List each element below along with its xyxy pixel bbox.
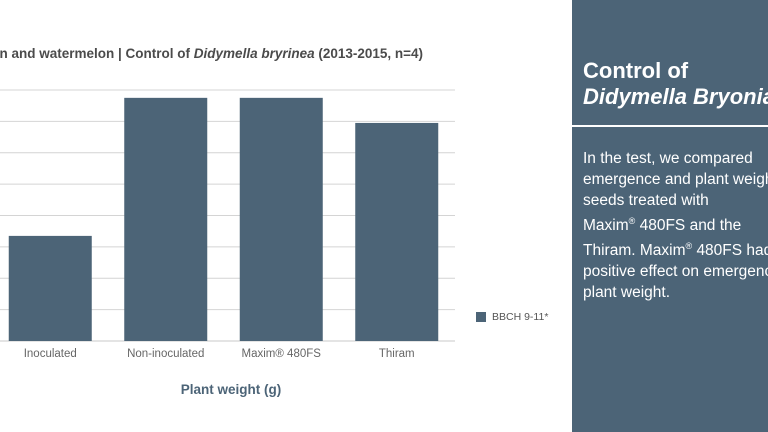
bar-inoculated	[8, 235, 92, 341]
x-axis-label: Plant weight (g)	[180, 382, 282, 397]
body-line: emergence and plant weight of	[583, 171, 768, 188]
bar-thiram	[355, 122, 439, 341]
side-panel: Control of Didymella Bryonia In the test…	[572, 0, 768, 432]
side-title-line1: Control of	[583, 58, 689, 83]
side-panel-title: Control of Didymella Bryonia	[583, 58, 768, 110]
legend: BBCH 9-11*	[476, 310, 548, 324]
legend-swatch	[476, 312, 486, 322]
body-line: Maxim® 480FS and the	[583, 216, 742, 235]
x-tick-label: Thiram	[379, 348, 415, 360]
body-line: Thiram. Maxim® 480FS had a	[583, 241, 768, 260]
title-species: Didymella bryrinea	[193, 46, 315, 61]
chart-title: elon and watermelon | Control of Didymel…	[0, 46, 572, 66]
bar-chart: Inoculated Non-inoculated Maxim® 480FS Thir…	[0, 89, 455, 360]
side-panel-divider	[572, 125, 768, 127]
side-title-line2: Didymella Bryonia	[583, 84, 768, 109]
body-line: plant weight.	[583, 284, 671, 302]
bars	[8, 97, 439, 341]
body-line: seeds treated with	[583, 192, 709, 209]
legend-label: BBCH 9-11*	[492, 311, 549, 323]
x-tick-label: Maxim® 480FS	[242, 348, 322, 360]
title-suffix: (2013-2015, n=4)	[314, 46, 424, 61]
x-tick-labels: Inoculated Non-inoculated Maxim® 480FS Thir…	[24, 348, 415, 360]
x-tick-label: Non-inoculated	[127, 348, 204, 360]
x-tick-label: Inoculated	[24, 348, 77, 360]
body-line: In the test, we compared	[583, 150, 753, 167]
bar-non-inoculated	[124, 97, 208, 341]
title-prefix: elon and watermelon | Control of	[0, 46, 194, 61]
bar-maxim-480fs	[239, 97, 323, 341]
body-line: positive effect on emergence and	[583, 263, 768, 281]
side-panel-body: In the test, we compared emergence and p…	[583, 148, 768, 303]
